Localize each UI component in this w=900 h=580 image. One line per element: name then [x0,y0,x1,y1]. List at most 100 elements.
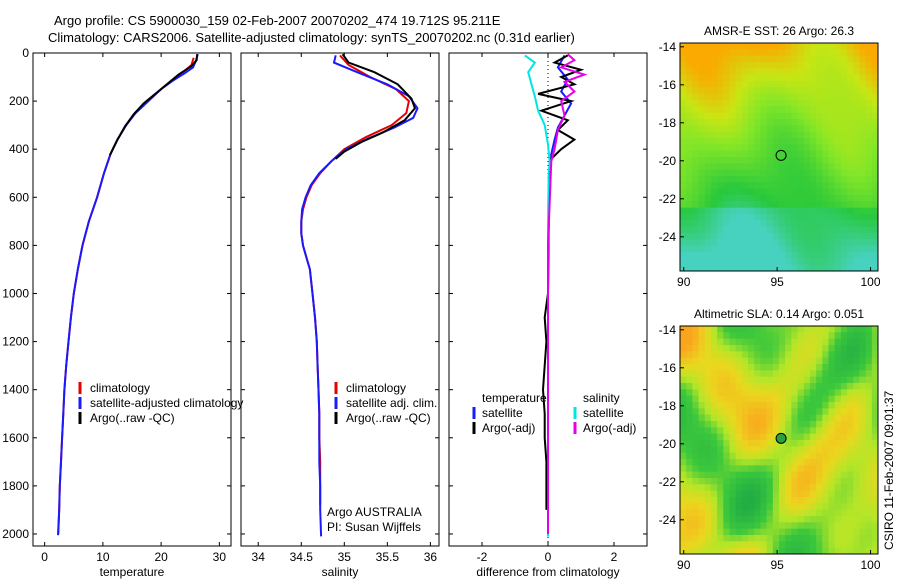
heatmap-cell [686,471,693,479]
heatmap-cell [871,446,879,454]
heatmap-cell [828,421,836,428]
heatmap-cell [760,326,768,333]
heatmap-cell [865,389,873,397]
heatmap-cell [729,383,737,390]
heatmap-cell [840,106,848,114]
heatmap-cell [828,112,836,120]
heatmap-cell [834,497,842,504]
heatmap-cell [785,497,792,504]
heatmap-cell [710,49,718,57]
heatmap-cell [791,106,798,114]
heatmap-cell [785,106,792,114]
heatmap-cell [865,478,873,485]
heatmap-cell [816,433,823,441]
heatmap-cell [760,376,768,384]
heatmap-cell [816,345,823,352]
heatmap-cell [847,125,854,133]
heatmap-cell [772,376,780,384]
heatmap-cell [859,201,867,209]
heatmap-cell [772,93,780,101]
heatmap-cell [772,157,780,164]
heatmap-cell [779,68,786,76]
heatmap-cell [853,332,860,340]
heatmap-cell [735,226,743,234]
heatmap-cell [785,509,792,517]
heatmap-cell [704,503,712,511]
heatmap-cell [680,490,687,498]
heatmap-cell [686,446,693,454]
heatmap-cell [748,49,755,57]
heatmap-cell [853,258,860,266]
heatmap-cell [779,43,786,50]
heatmap-cell [853,402,860,409]
plot-frame [240,52,440,547]
heatmap-cell [729,188,737,196]
heatmap-cell [692,345,699,352]
heatmap-cell [847,176,854,183]
heatmap-cell [748,547,755,555]
heatmap-cell [748,100,755,107]
heatmap-cell [766,258,774,266]
heatmap-cell [704,176,712,183]
heatmap-cell [871,176,879,183]
heatmap-cell [809,81,817,88]
heatmap-cell [692,220,699,228]
heatmap-cell [859,163,867,171]
heatmap-cell [847,81,854,88]
heatmap-cell [710,163,718,171]
heatmap-cell [748,345,755,352]
heatmap-cell [772,252,780,259]
heatmap-cell [828,535,836,542]
heatmap-cell [686,528,693,536]
heatmap-cell [816,245,823,253]
heatmap-cell [809,138,817,145]
heatmap-cell [828,214,836,221]
heatmap-cell [698,383,706,390]
heatmap-cell [828,364,836,371]
heatmap-cell [772,389,780,397]
heatmap-cell [717,169,724,177]
heatmap-cell [853,421,860,428]
heatmap-cell [754,176,761,183]
heatmap-cell [828,332,836,340]
heatmap-cell [760,163,768,171]
heatmap-cell [698,364,706,371]
heatmap-cell [840,414,848,422]
heatmap-cell [723,43,730,50]
heatmap-cell [828,497,836,504]
heatmap-cell [723,433,730,441]
heatmap-cell [698,503,706,511]
heatmap-cell [791,345,798,352]
heatmap-cell [859,100,867,107]
heatmap-cell [847,522,854,530]
heatmap-cell [729,326,737,333]
heatmap-cell [729,338,737,346]
heatmap-cell [822,245,829,253]
heatmap-cell [865,402,873,409]
heatmap-cell [834,100,842,107]
heatmap-cell [853,87,860,95]
heatmap-cell [816,503,823,511]
heatmap-cell [797,150,805,158]
heatmap-cell [710,169,718,177]
heatmap-cell [772,226,780,234]
heatmap-cell [735,138,743,145]
heatmap-cell [766,74,774,82]
heatmap-cell [717,239,724,247]
heatmap-cell [847,440,854,447]
heatmap-cell [816,163,823,171]
heatmap-cell [772,497,780,504]
heatmap-cell [853,43,860,50]
heatmap-cell [853,516,860,523]
heatmap-cell [871,408,879,416]
heatmap-cell [766,138,774,145]
heatmap-cell [859,408,867,416]
heatmap-cell [729,421,737,428]
heatmap-cell [754,233,761,240]
heatmap-cell [797,490,805,498]
heatmap-cell [791,220,798,228]
heatmap-cell [791,233,798,240]
heatmap-cell [754,68,761,76]
heatmap-cell [834,157,842,164]
heatmap-cell [809,119,817,126]
